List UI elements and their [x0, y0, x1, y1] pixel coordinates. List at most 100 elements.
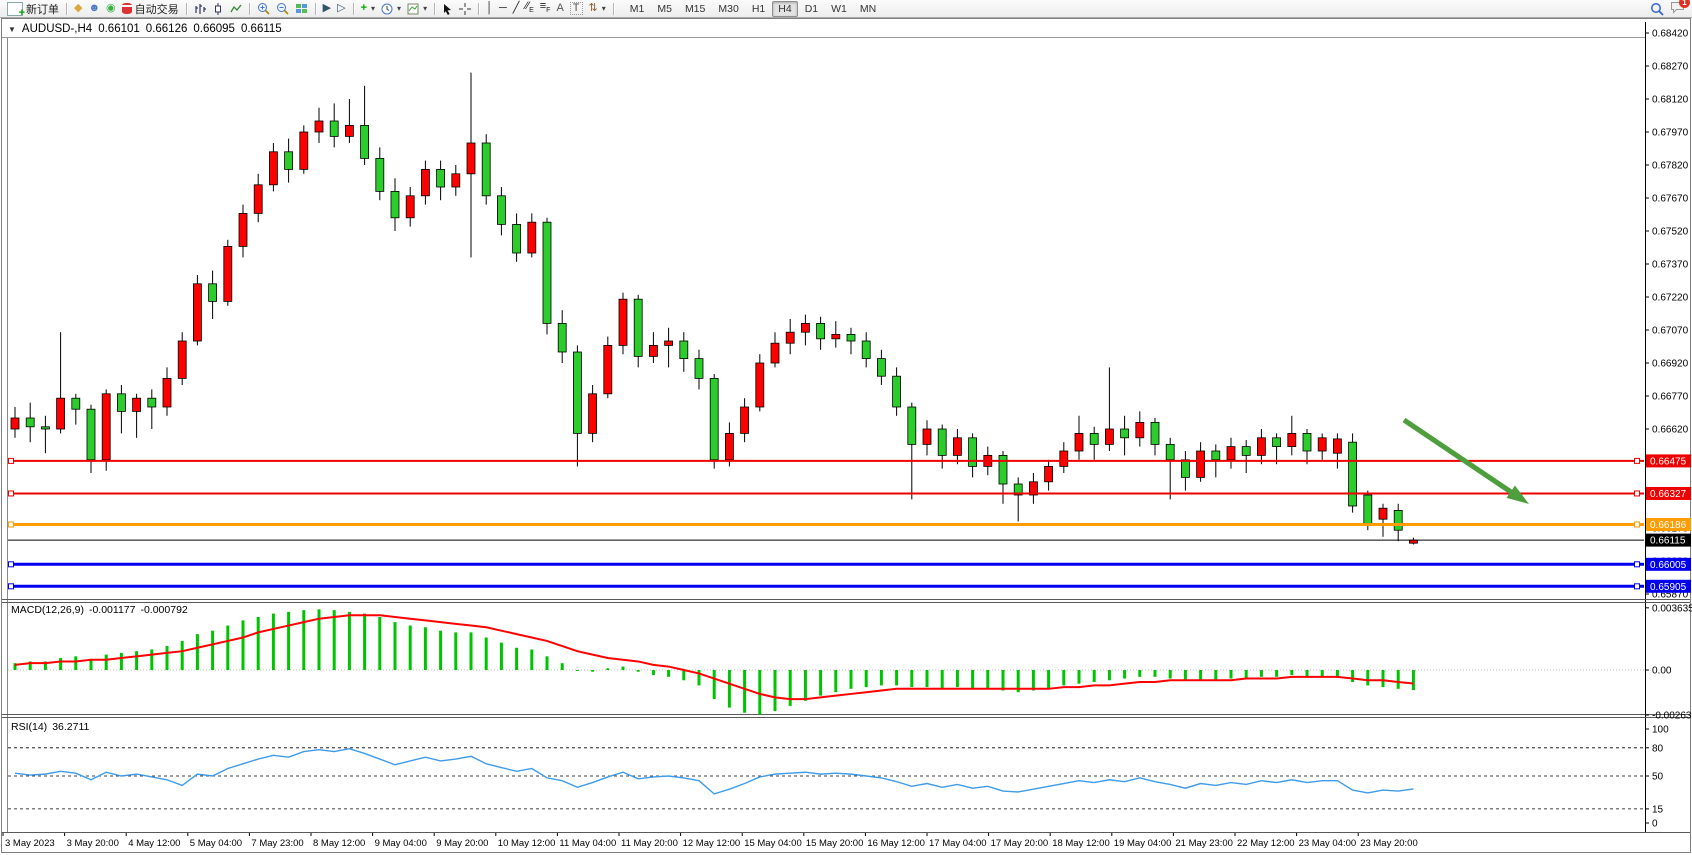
price-tick-label: 0.68270 — [1652, 62, 1689, 73]
templates-button[interactable]: ▾ — [404, 1, 430, 16]
tf-h1-button[interactable]: H1 — [751, 2, 766, 15]
price-tick-label: 0.67970 — [1652, 128, 1689, 139]
metaeditor-icon: ◆ — [74, 2, 83, 14]
search-button[interactable] — [1647, 1, 1667, 16]
macd-bar — [1031, 670, 1035, 691]
line-handle[interactable] — [8, 490, 14, 497]
metaeditor-button[interactable]: ◆ — [71, 1, 85, 16]
line-handle[interactable] — [1634, 521, 1640, 528]
macd-bar — [317, 609, 321, 670]
symbol-title: AUDUSD-,H4 — [21, 23, 93, 35]
macd-bar — [59, 658, 63, 670]
tile-windows-button[interactable] — [292, 1, 311, 16]
crosshair-button[interactable] — [456, 1, 474, 16]
chart-shift-button[interactable]: ▷ — [334, 1, 348, 16]
bar-chart-mode-button[interactable] — [191, 1, 209, 16]
tf-m15-button[interactable]: M15 — [684, 2, 706, 15]
price-line-label-bg — [1646, 533, 1691, 547]
quick-trade-toggle-icon[interactable]: ▼ — [8, 24, 16, 34]
line-handle[interactable] — [8, 457, 14, 464]
horizontal-line-icon: ─ — [498, 2, 507, 14]
candle-body — [694, 358, 704, 379]
macd-bar — [363, 613, 367, 670]
line-handle[interactable] — [1634, 561, 1640, 568]
macd-bar — [849, 670, 853, 689]
periods-button[interactable]: ▾ — [378, 1, 404, 16]
macd-bar — [195, 634, 199, 670]
line-handle[interactable] — [1634, 490, 1640, 497]
candle-body — [223, 245, 233, 302]
candle-body — [1393, 509, 1403, 531]
macd-bar — [499, 642, 503, 670]
fibonacci-icon: ≡F — [539, 0, 551, 15]
macd-bar — [165, 646, 169, 670]
candlestick-mode-button[interactable] — [209, 1, 227, 16]
vertical-line-button[interactable]: │ — [483, 1, 496, 16]
equidistant-channel-button[interactable]: ⁄⁄E — [522, 0, 536, 16]
tf-w1-button[interactable]: W1 — [831, 2, 847, 15]
macd-bar — [347, 611, 351, 670]
zoom-out-icon — [276, 3, 289, 15]
separator — [352, 2, 354, 15]
price-line-label-bg — [1646, 579, 1691, 593]
tf-m5-button[interactable]: M5 — [657, 2, 672, 15]
arrows-button[interactable]: ⇅ ▾ — [586, 1, 609, 16]
macd-bar — [454, 632, 458, 670]
macd-bar — [773, 670, 777, 712]
macd-bar — [697, 670, 701, 686]
line-chart-mode-button[interactable] — [227, 1, 245, 16]
candle-body — [1105, 428, 1114, 445]
time-tick-label: 15 May 04:00 — [744, 838, 802, 849]
new-order-button[interactable]: 新订单 — [4, 1, 62, 19]
candle-body — [436, 168, 446, 188]
fibonacci-button[interactable]: ≡F — [537, 0, 554, 16]
macd-bar — [1001, 670, 1005, 691]
chevron-down-icon: ▾ — [423, 4, 428, 13]
line-handle[interactable] — [8, 561, 14, 568]
price-line-label: 0.66005 — [1650, 560, 1687, 571]
candle-body — [573, 351, 582, 434]
tf-d1-button[interactable]: D1 — [804, 2, 819, 15]
trend-arrow-annotation[interactable] — [1402, 417, 1529, 504]
horizontal-line-button[interactable]: ─ — [496, 1, 510, 16]
macd-bar — [43, 661, 47, 670]
macd-bar — [955, 670, 959, 688]
text-label-button[interactable]: T — [567, 1, 586, 16]
macd-bar — [940, 670, 944, 689]
line-handle[interactable] — [8, 521, 14, 528]
trendline-button[interactable]: ╱ — [510, 1, 523, 16]
macd-bar — [180, 640, 184, 670]
tf-mn-button[interactable]: MN — [859, 2, 877, 15]
autotrading-button[interactable]: 自动交易 — [119, 1, 182, 16]
chevron-down-icon: ▾ — [397, 4, 402, 13]
candle-body — [360, 125, 370, 159]
candle-body — [405, 195, 415, 219]
indicators-button[interactable]: + ▾ — [358, 1, 378, 16]
candle-body — [1378, 507, 1388, 520]
candle-body — [101, 393, 111, 461]
signals-button[interactable]: ◉ — [103, 1, 119, 16]
line-handle[interactable] — [8, 583, 14, 590]
zoom-out-button[interactable] — [273, 1, 292, 16]
tile-windows-icon — [295, 3, 307, 13]
price-tick-label: 0.67220 — [1652, 293, 1689, 304]
macd-bar — [1381, 670, 1385, 688]
tf-m30-button[interactable]: M30 — [718, 2, 739, 15]
tf-h4-button[interactable]: H4 — [772, 0, 798, 17]
macd-bar — [119, 652, 123, 670]
line-handle[interactable] — [1634, 457, 1640, 464]
line-handle[interactable] — [1634, 583, 1640, 590]
macd-bar — [1305, 670, 1309, 677]
tf-m1-button[interactable]: M1 — [629, 2, 645, 15]
price-line-label-bg — [1646, 517, 1691, 531]
text-button[interactable]: A — [553, 1, 566, 16]
time-tick-label: 7 May 23:00 — [251, 838, 303, 849]
terminal-button[interactable]: ☻ — [85, 1, 103, 16]
candle-body — [877, 358, 886, 377]
zoom-in-button[interactable] — [254, 1, 273, 16]
notifications-button[interactable]: 1 — [1667, 0, 1690, 16]
macd-bar — [864, 670, 868, 688]
cursor-button[interactable] — [439, 1, 456, 16]
auto-scroll-button[interactable]: ▶ — [320, 1, 334, 16]
